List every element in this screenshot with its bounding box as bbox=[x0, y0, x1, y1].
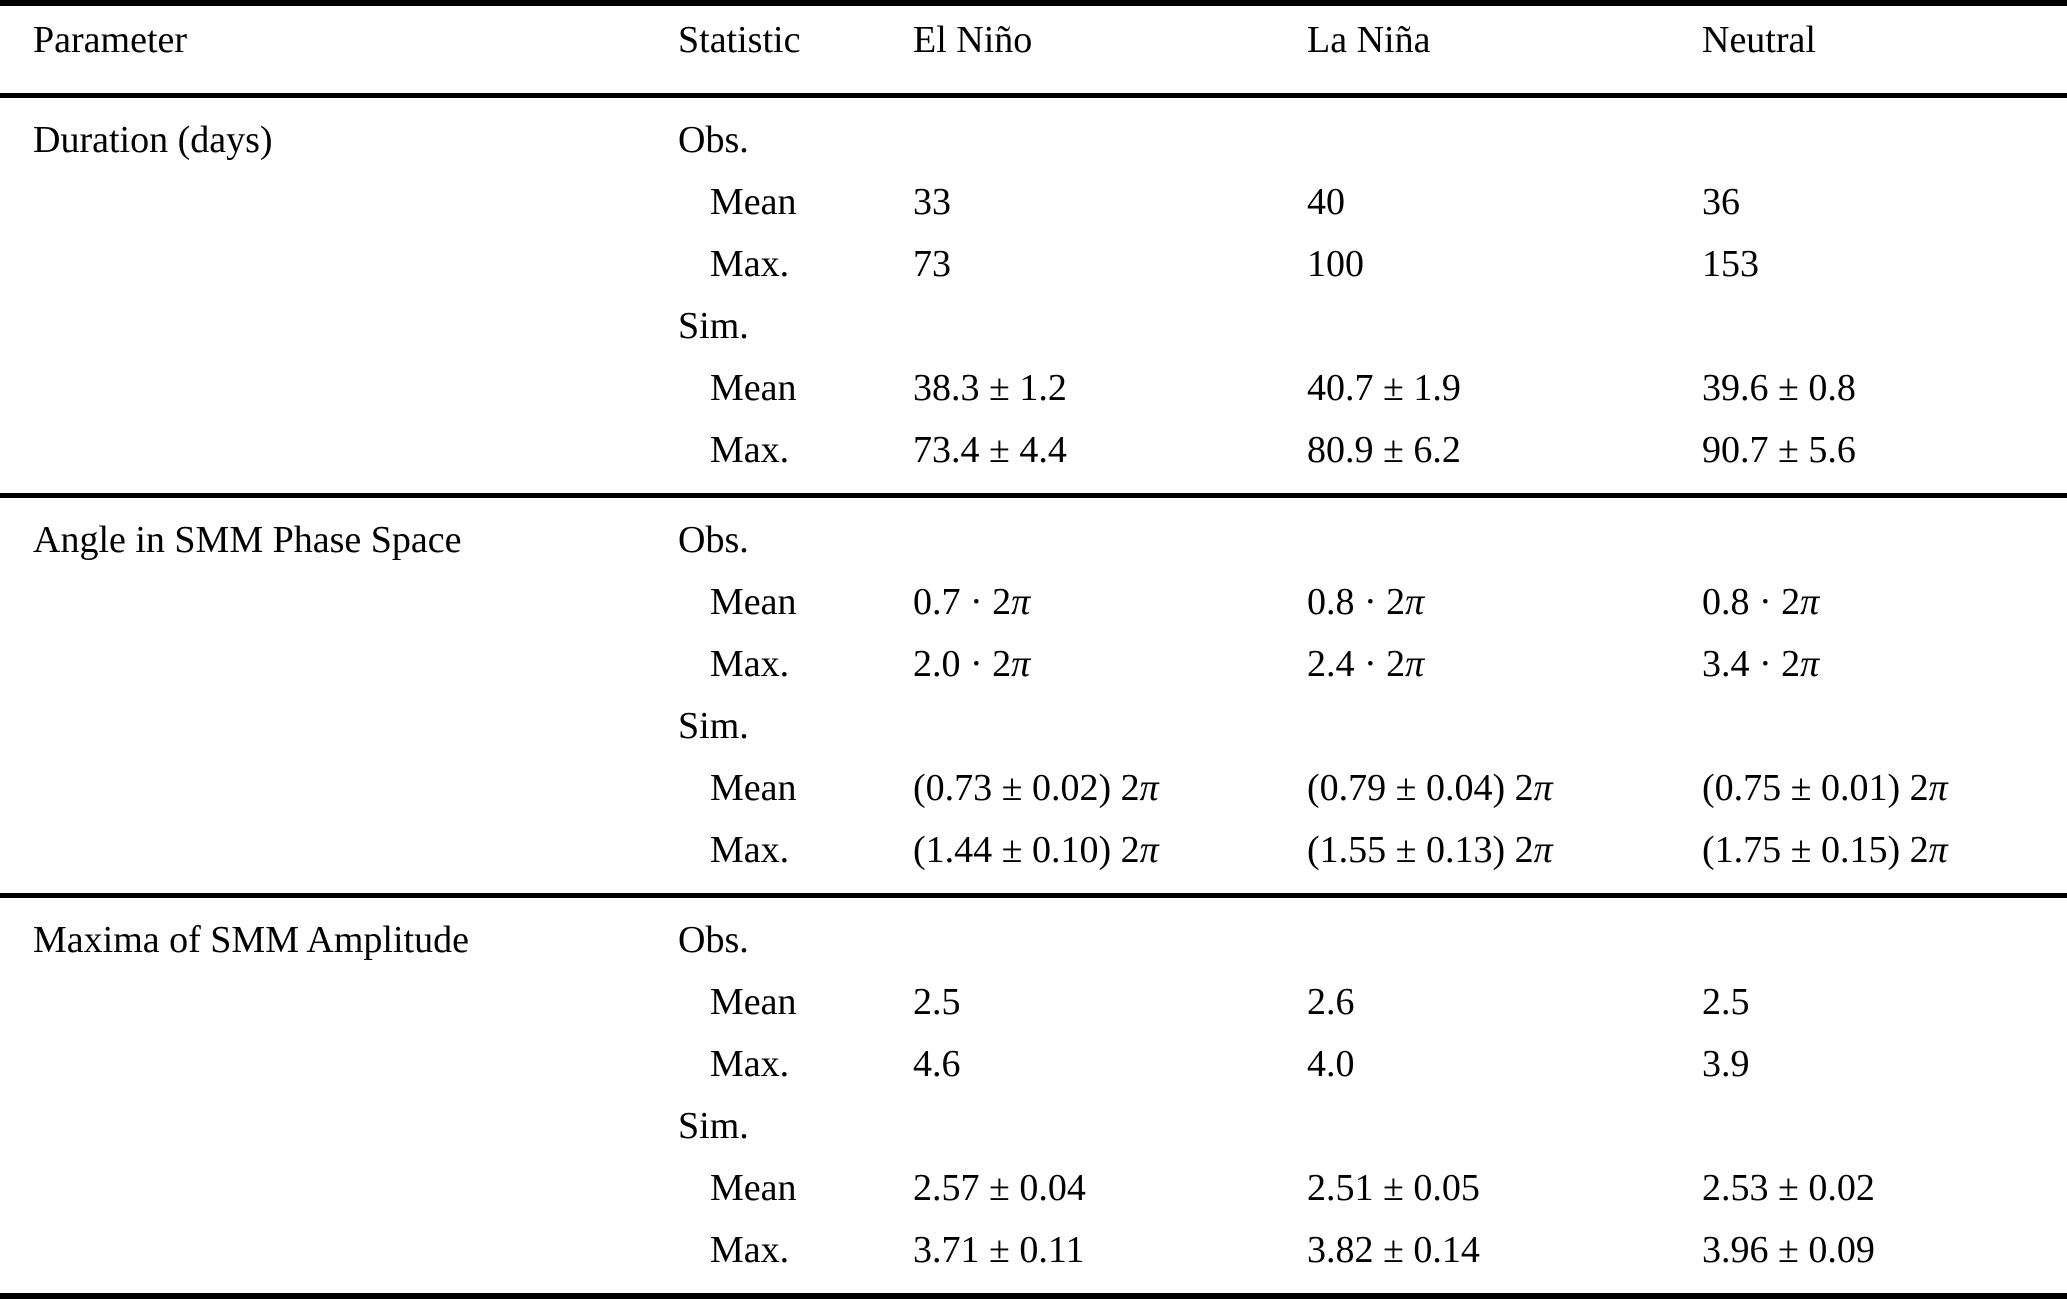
statistic-label: Mean bbox=[710, 1167, 797, 1209]
table-row: Mean (0.73 ± 0.02) 2π (0.79 ± 0.04) 2π (… bbox=[0, 757, 2067, 819]
value-cell-la-nina: 40.7 ± 1.9 bbox=[1307, 367, 1461, 409]
value-cell-el-nino: (0.73 ± 0.02) 2π bbox=[913, 767, 1159, 809]
statistic-group-label: Obs. bbox=[678, 119, 749, 161]
statistic-group-label: Sim. bbox=[678, 1105, 749, 1147]
table-bottom-rule bbox=[0, 1293, 2067, 1299]
statistic-label: Mean bbox=[710, 181, 797, 223]
table-row: Sim. bbox=[0, 695, 2067, 757]
table-row: Sim. bbox=[0, 1095, 2067, 1157]
value-cell-la-nina: (1.55 ± 0.13) 2π bbox=[1307, 829, 1553, 871]
value-cell-el-nino: 2.5 bbox=[913, 981, 961, 1023]
value-cell-neutral: 153 bbox=[1702, 243, 1759, 285]
column-header-el-nino: El Niño bbox=[913, 19, 1033, 61]
table-row: Mean 2.5 2.6 2.5 bbox=[0, 971, 2067, 1033]
value-cell-neutral: (0.75 ± 0.01) 2π bbox=[1702, 767, 1948, 809]
statistic-label: Max. bbox=[710, 429, 790, 471]
header-row: Parameter Statistic El Niño La Niña Neut… bbox=[0, 9, 2067, 71]
statistic-group-label: Sim. bbox=[678, 305, 749, 347]
statistic-group-label: Obs. bbox=[678, 919, 749, 961]
value-cell-la-nina: 0.8 · 2π bbox=[1307, 581, 1425, 623]
value-cell-el-nino: 73 bbox=[913, 243, 951, 285]
statistic-group-label: Obs. bbox=[678, 519, 749, 561]
value-cell-neutral: 3.4 · 2π bbox=[1702, 643, 1820, 685]
value-cell-la-nina: 2.6 bbox=[1307, 981, 1355, 1023]
section-amplitude: Maxima of SMM Amplitude Obs. Mean 2.5 2.… bbox=[0, 898, 2067, 1293]
table-top-rule bbox=[0, 0, 2067, 6]
value-cell-el-nino: 33 bbox=[913, 181, 951, 223]
section-duration: Duration (days) Obs. Mean 33 40 36 Max. … bbox=[0, 98, 2067, 493]
value-cell-la-nina: 4.0 bbox=[1307, 1043, 1355, 1085]
value-cell-la-nina: 80.9 ± 6.2 bbox=[1307, 429, 1461, 471]
statistic-label: Mean bbox=[710, 581, 797, 623]
statistic-label: Max. bbox=[710, 1043, 790, 1085]
column-header-la-nina: La Niña bbox=[1307, 19, 1431, 61]
parameter-cell: Maxima of SMM Amplitude bbox=[33, 919, 469, 961]
table-row: Mean 33 40 36 bbox=[0, 171, 2067, 233]
table-row: Max. 73.4 ± 4.4 80.9 ± 6.2 90.7 ± 5.6 bbox=[0, 419, 2067, 481]
value-cell-neutral: 3.9 bbox=[1702, 1043, 1750, 1085]
value-cell-la-nina: 40 bbox=[1307, 181, 1345, 223]
value-cell-la-nina: 3.82 ± 0.14 bbox=[1307, 1229, 1480, 1271]
value-cell-la-nina: 100 bbox=[1307, 243, 1364, 285]
header-separator-rule bbox=[0, 93, 2067, 98]
value-cell-el-nino: 38.3 ± 1.2 bbox=[913, 367, 1067, 409]
table-row: Mean 38.3 ± 1.2 40.7 ± 1.9 39.6 ± 0.8 bbox=[0, 357, 2067, 419]
column-header-parameter: Parameter bbox=[33, 19, 188, 61]
table-row: Duration (days) Obs. bbox=[0, 109, 2067, 171]
parameter-cell: Duration (days) bbox=[33, 119, 273, 161]
value-cell-neutral: 0.8 · 2π bbox=[1702, 581, 1820, 623]
statistic-label: Max. bbox=[710, 829, 790, 871]
parameter-cell: Angle in SMM Phase Space bbox=[33, 519, 462, 561]
statistic-label: Max. bbox=[710, 243, 790, 285]
value-cell-neutral: 90.7 ± 5.6 bbox=[1702, 429, 1856, 471]
section-separator-rule bbox=[0, 493, 2067, 498]
statistic-label: Max. bbox=[710, 643, 790, 685]
value-cell-la-nina: (0.79 ± 0.04) 2π bbox=[1307, 767, 1553, 809]
value-cell-el-nino: 73.4 ± 4.4 bbox=[913, 429, 1067, 471]
value-cell-el-nino: 0.7 · 2π bbox=[913, 581, 1031, 623]
value-cell-neutral: 36 bbox=[1702, 181, 1740, 223]
value-cell-la-nina: 2.4 · 2π bbox=[1307, 643, 1425, 685]
statistic-label: Mean bbox=[710, 367, 797, 409]
table-row: Max. (1.44 ± 0.10) 2π (1.55 ± 0.13) 2π (… bbox=[0, 819, 2067, 881]
value-cell-la-nina: 2.51 ± 0.05 bbox=[1307, 1167, 1480, 1209]
table-header: Parameter Statistic El Niño La Niña Neut… bbox=[0, 6, 2067, 93]
value-cell-el-nino: 2.0 · 2π bbox=[913, 643, 1031, 685]
statistic-group-label: Sim. bbox=[678, 705, 749, 747]
value-cell-neutral: 2.5 bbox=[1702, 981, 1750, 1023]
table-row: Angle in SMM Phase Space Obs. bbox=[0, 509, 2067, 571]
table-row: Sim. bbox=[0, 295, 2067, 357]
value-cell-neutral: (1.75 ± 0.15) 2π bbox=[1702, 829, 1948, 871]
table-row: Max. 2.0 · 2π 2.4 · 2π 3.4 · 2π bbox=[0, 633, 2067, 695]
table-row: Mean 2.57 ± 0.04 2.51 ± 0.05 2.53 ± 0.02 bbox=[0, 1157, 2067, 1219]
value-cell-neutral: 2.53 ± 0.02 bbox=[1702, 1167, 1875, 1209]
table-row: Mean 0.7 · 2π 0.8 · 2π 0.8 · 2π bbox=[0, 571, 2067, 633]
section-angle: Angle in SMM Phase Space Obs. Mean 0.7 ·… bbox=[0, 498, 2067, 893]
value-cell-neutral: 3.96 ± 0.09 bbox=[1702, 1229, 1875, 1271]
value-cell-el-nino: 3.71 ± 0.11 bbox=[913, 1229, 1085, 1271]
column-header-neutral: Neutral bbox=[1702, 19, 1816, 61]
value-cell-el-nino: 2.57 ± 0.04 bbox=[913, 1167, 1086, 1209]
statistic-label: Max. bbox=[710, 1229, 790, 1271]
value-cell-el-nino: 4.6 bbox=[913, 1043, 961, 1085]
table-row: Max. 3.71 ± 0.11 3.82 ± 0.14 3.96 ± 0.09 bbox=[0, 1219, 2067, 1281]
statistic-label: Mean bbox=[710, 767, 797, 809]
table-row: Maxima of SMM Amplitude Obs. bbox=[0, 909, 2067, 971]
column-header-statistic: Statistic bbox=[678, 19, 801, 61]
value-cell-el-nino: (1.44 ± 0.10) 2π bbox=[913, 829, 1159, 871]
statistic-label: Mean bbox=[710, 981, 797, 1023]
table-row: Max. 4.6 4.0 3.9 bbox=[0, 1033, 2067, 1095]
section-separator-rule bbox=[0, 893, 2067, 898]
table-row: Max. 73 100 153 bbox=[0, 233, 2067, 295]
value-cell-neutral: 39.6 ± 0.8 bbox=[1702, 367, 1856, 409]
